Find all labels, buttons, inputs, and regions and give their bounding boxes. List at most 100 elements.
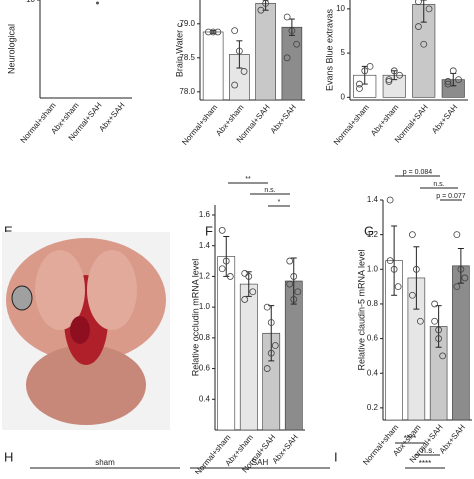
data-point	[394, 283, 402, 291]
data-point	[420, 40, 428, 48]
data-point	[218, 265, 226, 273]
y-tick-label: 1.4	[199, 241, 211, 250]
annotation: *	[278, 199, 281, 206]
data-point	[231, 81, 239, 89]
data-point	[267, 319, 275, 326]
y-tick-label: 0.4	[367, 368, 379, 377]
y-tick-label: 0.2	[367, 403, 379, 412]
data-point	[214, 28, 222, 36]
y-axis-label: Relative claudin-5 mRNA level	[356, 249, 366, 370]
data-point	[218, 226, 226, 234]
y-tick-label: 1.2	[367, 230, 379, 239]
data-point	[425, 5, 433, 13]
data-point	[453, 231, 461, 239]
data-point	[457, 265, 465, 273]
data-point	[366, 62, 374, 70]
panel-letter: G	[364, 223, 374, 238]
annotation: p = 0.084	[403, 169, 432, 176]
data-point	[271, 342, 279, 349]
y-axis-label: Neurological	[6, 24, 16, 74]
data-point	[235, 47, 243, 55]
bar	[202, 31, 224, 101]
y-tick-label: 78.0	[179, 87, 195, 96]
annotation: n.s.	[433, 181, 444, 188]
y-axis-label: Brain Water c	[174, 22, 184, 77]
data-point	[435, 335, 443, 342]
y-tick-label: 1.2	[199, 272, 211, 281]
data-point	[267, 349, 275, 357]
data-point	[431, 317, 439, 325]
data-point	[449, 67, 457, 75]
bar	[239, 283, 258, 431]
data-point	[286, 257, 294, 265]
data-point	[431, 300, 439, 308]
data-point	[453, 283, 461, 291]
data-point	[293, 40, 301, 48]
data-point	[209, 28, 217, 36]
annotation: n.s.	[422, 446, 435, 455]
data-point	[249, 288, 257, 296]
y-tick-label: 0.6	[367, 334, 379, 343]
data-point	[286, 280, 294, 288]
data-point	[222, 257, 230, 265]
annotation: p = 0.077	[436, 193, 465, 200]
y-tick-label: 0.6	[199, 364, 211, 373]
panel-letter: H	[4, 449, 13, 464]
data-point	[461, 274, 469, 282]
y-axis-label: Relative occludin mRNA level	[190, 259, 200, 377]
y-tick-label: 5	[341, 48, 346, 57]
data-point	[385, 78, 393, 85]
data-point	[288, 27, 296, 35]
data-point	[416, 317, 424, 325]
y-tick-label: 1.6	[199, 210, 211, 219]
data-point	[240, 68, 248, 75]
data-point	[290, 273, 298, 280]
data-point	[435, 326, 443, 334]
data-point	[283, 13, 291, 21]
data-point	[444, 78, 452, 85]
y-tick-label: 0.8	[367, 299, 379, 308]
data-point	[415, 0, 422, 6]
y-tick-label: 10	[26, 0, 35, 4]
y-tick-label: 1.0	[367, 264, 379, 273]
data-point	[262, 0, 270, 7]
group-label: SAH	[252, 458, 269, 467]
bar	[281, 26, 303, 101]
data-point	[390, 265, 398, 273]
data-point	[455, 76, 462, 84]
data-point	[257, 6, 265, 14]
data-point	[385, 76, 393, 84]
y-tick-label: 1.0	[199, 302, 211, 311]
annotation: ****	[419, 459, 431, 468]
data-point	[390, 67, 398, 75]
y-tick-label: 78.5	[179, 53, 195, 62]
data-point	[263, 303, 271, 311]
y-axis-label: Evans Blue extravas	[324, 8, 334, 91]
y-tick-label: 0	[341, 92, 346, 101]
data-point	[396, 71, 403, 79]
data-point	[294, 288, 302, 296]
data-point	[439, 352, 447, 360]
data-point	[356, 80, 363, 88]
annotation: ****	[404, 434, 416, 443]
data-point	[231, 27, 239, 35]
data-point	[263, 365, 271, 372]
panel-letter: E	[4, 223, 13, 238]
data-point	[408, 291, 416, 299]
brain-photo	[2, 232, 170, 430]
data-point	[361, 67, 369, 75]
data-point	[226, 273, 234, 280]
y-tick-label: 1.4	[367, 195, 379, 204]
data-point	[412, 265, 420, 273]
y-tick-label: 0.8	[199, 333, 211, 342]
annotation: n.s.	[264, 187, 275, 194]
data-point	[283, 54, 291, 62]
y-tick-label: 79.0	[179, 19, 195, 28]
y-tick-label: 10	[336, 4, 345, 13]
data-point	[245, 273, 253, 280]
bar	[217, 256, 236, 431]
data-point	[444, 80, 452, 88]
data-point	[96, 1, 99, 5]
data-point	[356, 85, 363, 92]
